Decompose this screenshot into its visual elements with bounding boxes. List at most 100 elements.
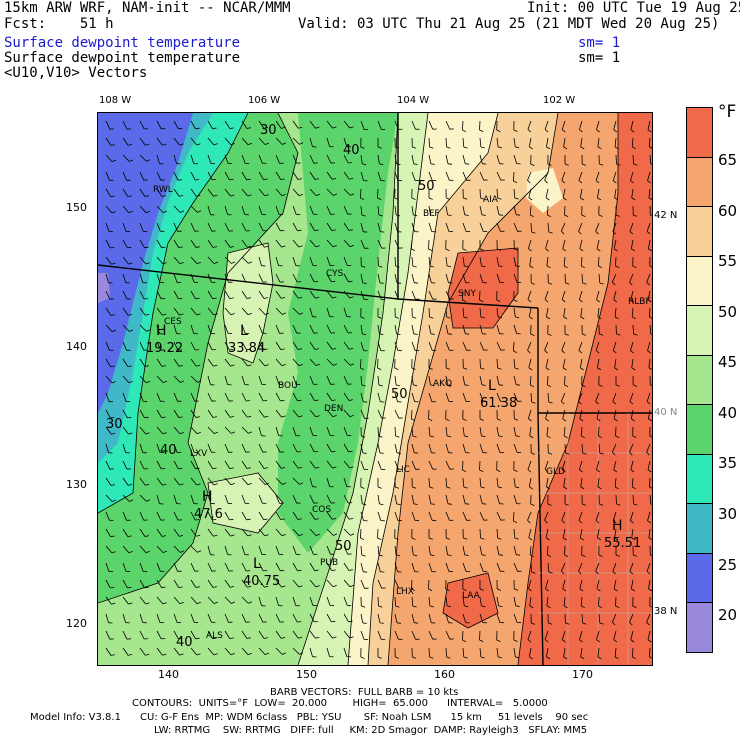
wind-barb-flag <box>212 467 217 470</box>
wind-barb <box>122 579 128 589</box>
wind-barb-flag <box>564 333 569 336</box>
wind-barb-flag <box>298 636 303 639</box>
colorbar-label: 45 <box>718 353 738 371</box>
wind-barb <box>411 171 416 181</box>
wind-barb <box>632 154 634 165</box>
wind-barb-flag <box>129 499 134 502</box>
wind-barb <box>326 426 331 436</box>
wind-barb-flag <box>580 316 585 320</box>
wind-barb <box>445 307 447 318</box>
wind-barb-flag <box>396 214 401 217</box>
wind-barb-flag <box>564 384 569 387</box>
wind-barb-flag <box>348 399 353 401</box>
wind-barb <box>139 460 145 470</box>
wind-barb <box>207 579 214 588</box>
wind-barb-flag <box>349 466 354 469</box>
wind-barb-flag <box>565 452 570 455</box>
wind-barb-flag <box>548 231 553 234</box>
wind-barb <box>139 545 147 553</box>
wind-barb <box>479 205 483 215</box>
wind-barb <box>343 239 351 247</box>
wind-barb-flag <box>629 452 633 456</box>
wind-barb <box>394 239 400 249</box>
wind-barb-flag <box>246 178 251 181</box>
wind-barb-flag <box>395 146 400 149</box>
wind-barb-flag <box>180 380 185 383</box>
wind-barb <box>496 171 502 181</box>
wind-barb-flag <box>545 197 550 201</box>
wind-barb-flag <box>349 177 354 180</box>
wind-barb-flag <box>579 418 584 422</box>
wind-barb <box>105 647 112 656</box>
wind-barb <box>462 545 466 555</box>
wind-barb-flag <box>362 333 367 336</box>
wind-barb-flag <box>394 367 399 370</box>
wind-barb-flag <box>349 347 354 350</box>
wind-barb <box>377 511 382 521</box>
wind-barb-flag <box>595 231 599 235</box>
wind-barb-flag <box>544 520 548 524</box>
wind-barb <box>241 307 249 315</box>
wind-barb <box>411 579 413 590</box>
wind-barb <box>122 307 129 316</box>
wind-barb <box>428 630 434 640</box>
wind-barb-flag <box>377 316 382 319</box>
wind-barb-flag <box>231 261 236 264</box>
wind-barb <box>513 171 515 182</box>
wind-barb <box>646 222 651 232</box>
wind-barb-flag <box>146 329 151 332</box>
wind-barb-flag <box>633 333 638 336</box>
wind-barb <box>122 256 129 265</box>
wind-barb <box>326 290 333 299</box>
wind-barb-flag <box>527 180 531 184</box>
extremum-letter: H <box>612 518 623 534</box>
wind-barb <box>224 630 231 639</box>
wind-barb <box>428 409 430 420</box>
wind-barb-flag <box>630 129 635 133</box>
wind-barb <box>479 630 481 641</box>
wind-barb <box>629 273 634 283</box>
wind-barb <box>173 256 181 265</box>
wind-barb-flag <box>161 195 166 197</box>
wind-barb-flag <box>515 605 520 607</box>
wind-barb-flag <box>180 550 185 553</box>
wind-barb <box>428 171 433 181</box>
wind-barb <box>360 579 365 589</box>
wind-barb <box>631 137 634 148</box>
wind-barb-flag <box>563 656 568 660</box>
wind-barb-flag <box>178 297 183 300</box>
wind-barb <box>613 460 617 470</box>
wind-barb <box>241 579 248 588</box>
wind-barb-flag <box>579 469 583 473</box>
wind-barb-flag <box>361 554 366 557</box>
wind-barb <box>275 460 282 469</box>
wind-barb <box>528 137 532 147</box>
extremum-letter: L <box>253 556 261 572</box>
wind-barb-flag <box>315 466 320 469</box>
wind-barb <box>649 477 651 488</box>
wind-barb-flag <box>513 520 518 524</box>
wind-barb <box>377 392 381 402</box>
wind-barb-flag <box>230 416 235 418</box>
wind-barb-flag <box>145 653 150 656</box>
wind-barb-flag <box>196 313 201 316</box>
wind-barb <box>563 477 566 487</box>
wind-barb <box>578 562 583 572</box>
wind-barb <box>563 256 566 267</box>
wind-barb <box>479 426 482 436</box>
wind-barb-flag <box>247 415 252 418</box>
wind-barb-flag <box>195 297 200 300</box>
wind-barb <box>241 528 249 537</box>
wind-barb <box>241 120 248 129</box>
wind-barb-flag <box>127 416 132 419</box>
wind-barb <box>614 188 617 198</box>
wind-barb-flag <box>561 400 565 405</box>
wind-barb <box>156 545 164 553</box>
wind-barb <box>105 307 112 316</box>
wind-barb <box>479 290 481 301</box>
wind-barb-flag <box>561 230 565 235</box>
wind-barb-flag <box>145 602 150 605</box>
wind-barb-flag <box>531 231 536 234</box>
wind-barb-flag <box>530 333 535 336</box>
wind-barb-flag <box>379 503 384 506</box>
